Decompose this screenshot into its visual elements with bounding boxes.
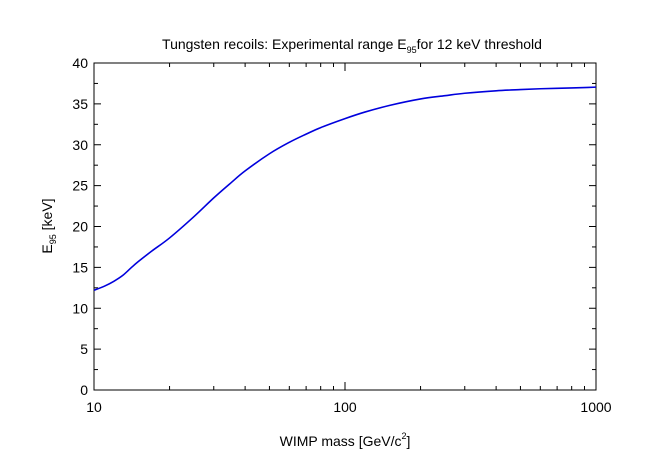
y-tick-labels: 0 5 10 15 20 25 30 35 40 xyxy=(72,55,88,398)
x-axis-label-superscript: 2 xyxy=(401,431,406,441)
y-axis-label-main: E xyxy=(39,244,55,253)
series-line xyxy=(93,86,597,292)
tick-marks xyxy=(93,62,597,391)
y-tick-label: 25 xyxy=(72,178,88,194)
y-tick-label: 15 xyxy=(72,259,88,275)
chart-title-subscript: 95 xyxy=(407,45,417,55)
y-tick-label: 30 xyxy=(72,137,88,153)
y-axis-label: E95 [keV] xyxy=(39,198,58,253)
y-tick-label: 35 xyxy=(72,96,88,112)
x-axis-label: WIMP mass [GeV/c2] xyxy=(280,431,411,449)
chart-title-main: Tungsten recoils: Experimental range E xyxy=(162,36,407,52)
x-tick-label: 100 xyxy=(333,399,357,415)
y-tick-label: 10 xyxy=(72,300,88,316)
chart-title: Tungsten recoils: Experimental range E95… xyxy=(162,36,542,55)
x-axis-label-end: ] xyxy=(407,433,411,449)
series-group xyxy=(93,86,597,292)
y-tick-label: 20 xyxy=(72,219,88,235)
y-tick-label: 5 xyxy=(80,341,88,357)
plot-frame xyxy=(93,62,597,391)
x-tick-labels: 10 100 1000 xyxy=(86,399,612,415)
x-tick-label: 1000 xyxy=(580,399,611,415)
y-tick-label: 40 xyxy=(72,55,88,71)
x-axis-label-main: WIMP mass [GeV/c xyxy=(280,433,402,449)
x-tick-label: 10 xyxy=(86,399,102,415)
y-axis-label-end: [keV] xyxy=(39,198,55,234)
y-tick-label: 0 xyxy=(80,382,88,398)
y-axis-label-subscript: 95 xyxy=(48,234,58,244)
chart-title-rest: for 12 keV threshold xyxy=(417,36,542,52)
